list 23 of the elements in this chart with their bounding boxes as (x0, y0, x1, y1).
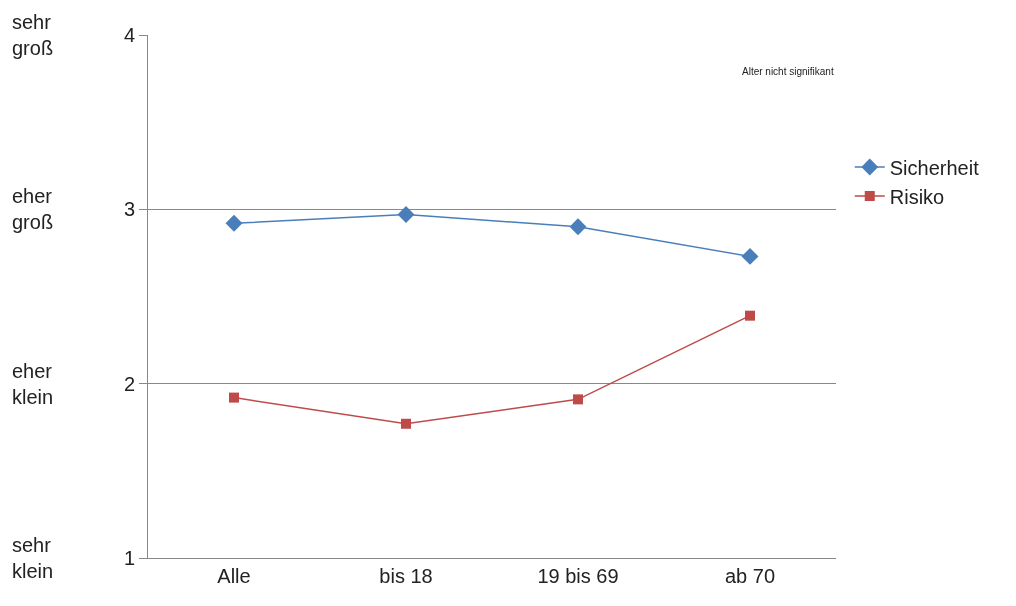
point (397, 206, 415, 224)
point (745, 310, 755, 321)
annotation: Alter nicht signifikant (742, 66, 834, 77)
x-tick-label: ab 70 (724, 565, 776, 587)
y-tick-label: 4 (123, 24, 135, 46)
y-tick-label: 3 (123, 198, 135, 221)
legend-label: Sicherheit (889, 156, 980, 179)
text: eher klein (12, 360, 54, 408)
point (401, 418, 411, 429)
point (573, 394, 583, 405)
x-tick-label: Alle (217, 565, 251, 587)
point (569, 218, 587, 236)
x-tick-label: bis 18 (379, 565, 433, 587)
text: eher groß (12, 185, 54, 233)
y-tick-label: 1 (123, 547, 135, 569)
y-tick-label: 2 (123, 372, 135, 395)
point (225, 214, 243, 232)
x-tick-label: 19 bis 69 (537, 565, 619, 587)
text: sehr groß (12, 11, 54, 59)
point (229, 392, 239, 403)
point (741, 247, 759, 265)
text: sehr klein (12, 534, 54, 582)
legend-label: Risiko (889, 185, 945, 208)
